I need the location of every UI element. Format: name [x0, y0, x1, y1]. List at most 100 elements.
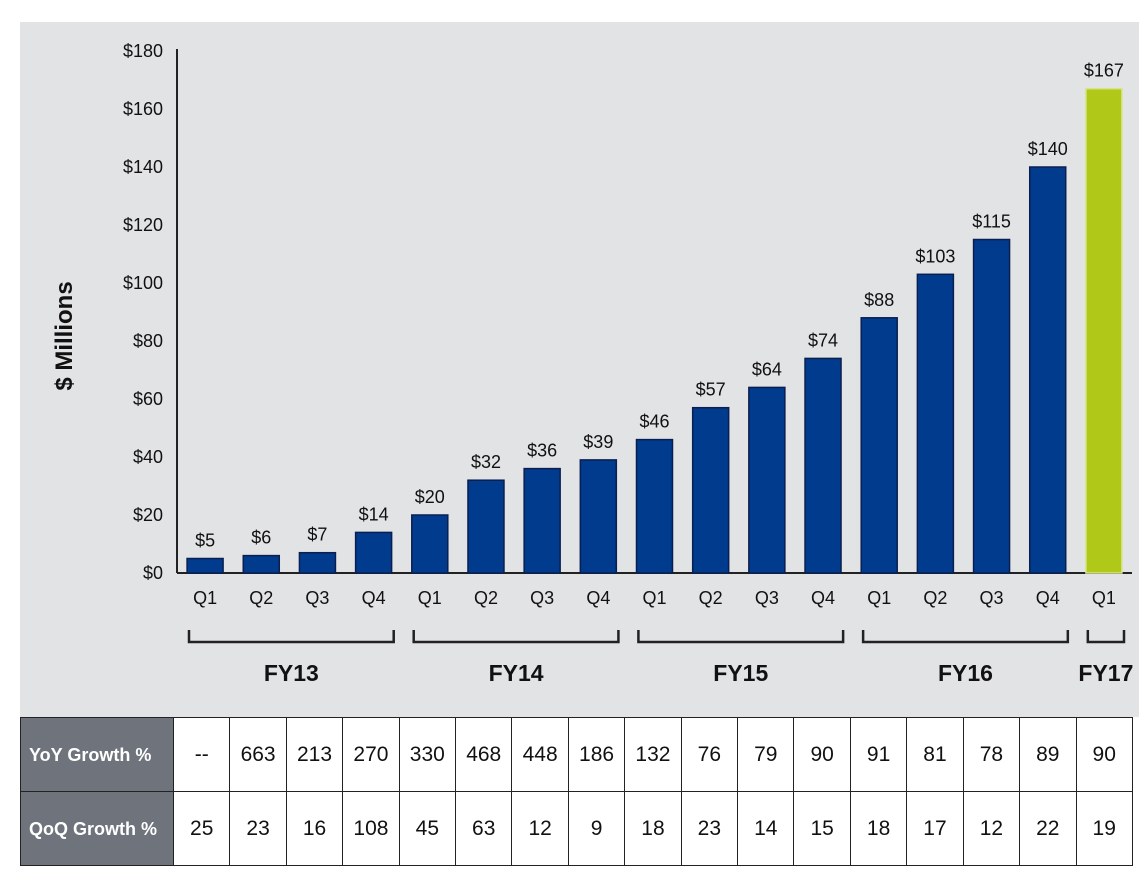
bar [186, 557, 224, 574]
table-cell: 9 [567, 791, 626, 866]
bar [242, 554, 281, 574]
table-cell: 448 [511, 717, 569, 792]
table-cell: 270 [342, 717, 400, 792]
bar [1028, 166, 1067, 574]
table-cell: 25 [172, 791, 231, 866]
bar-value-label: $103 [915, 246, 955, 266]
table-cell: 12 [962, 791, 1021, 866]
y-axis-label: $ Millions [51, 281, 78, 390]
quarter-label: Q1 [418, 588, 442, 608]
fiscal-year-bracket [861, 630, 1070, 644]
bar [635, 438, 674, 574]
bars [186, 87, 1123, 574]
bar-value-label: $7 [307, 525, 327, 545]
bar-value-label: $6 [251, 528, 271, 548]
quarter-label: Q1 [642, 588, 666, 608]
y-tick-label: $140 [123, 157, 163, 177]
bar-value-label: $32 [471, 452, 501, 472]
table-cell: -- [172, 717, 231, 792]
quarter-label: Q3 [755, 588, 779, 608]
bar [354, 531, 393, 574]
bar [691, 406, 730, 574]
table-cell: 23 [680, 791, 739, 866]
table-cell: 90 [1075, 717, 1133, 792]
table-cell: 15 [793, 791, 851, 866]
bar-value-label: $46 [639, 412, 669, 432]
chart-panel: $ Millions $0 $20 $40 $60 $80 $100 $120 $140 $16… [20, 22, 1139, 717]
y-tick-label: $60 [133, 389, 163, 409]
bar-value-label: $39 [583, 432, 613, 452]
bar-value-label: $115 [972, 212, 1011, 232]
table-cell: 14 [737, 791, 795, 866]
quarter-label: Q1 [1092, 588, 1116, 608]
y-tick-label: $160 [123, 99, 163, 119]
table-cell: 79 [737, 717, 795, 792]
quarter-label: Q2 [249, 588, 273, 608]
quarter-label: Q3 [305, 588, 329, 608]
quarter-label: Q1 [867, 588, 891, 608]
fiscal-year-bracket [412, 630, 620, 644]
fiscal-year-bracket [1086, 630, 1126, 644]
bar-value-label: $36 [527, 441, 557, 461]
table-cell: 19 [1075, 791, 1133, 866]
bar [1085, 87, 1123, 574]
y-tick-label: $40 [133, 447, 163, 467]
fiscal-year-label: FY14 [489, 660, 544, 686]
table-cell: 213 [285, 717, 344, 792]
table-cell: 186 [567, 717, 626, 792]
bar-value-label: $140 [1028, 139, 1068, 159]
table-cell: 132 [624, 717, 682, 792]
bar [748, 386, 786, 574]
quarter-label: Q1 [193, 588, 217, 608]
fiscal-year-brackets: FY13 FY14 FY15 FY16 FY17 [187, 630, 1133, 686]
growth-table: YoY Growth % -- 663 213 270 330 468 448 186 132 76… [20, 717, 1133, 866]
table-cell: 81 [906, 717, 964, 792]
fiscal-year-bracket [187, 630, 395, 644]
bar [467, 479, 505, 574]
quarter-label: Q4 [362, 588, 386, 608]
table-cell: 12 [511, 791, 569, 866]
bar [579, 459, 618, 574]
y-tick-label: $20 [133, 505, 163, 525]
table-cell: 63 [455, 791, 513, 866]
bar [523, 467, 561, 574]
y-tick-label: $120 [123, 215, 163, 235]
fiscal-year-label: FY15 [713, 660, 768, 686]
row-header: YoY Growth % [20, 717, 174, 792]
table-cell: 45 [398, 791, 457, 866]
bar-value-label: $57 [696, 380, 726, 400]
revenue-bar-chart: $ Millions $0 $20 $40 $60 $80 $100 $120 $140 $16… [51, 41, 1133, 686]
y-tick-label: $0 [143, 563, 163, 583]
table-cell: 76 [680, 717, 739, 792]
fiscal-year-label: FY17 [1078, 660, 1133, 686]
table-cell: 91 [849, 717, 908, 792]
table-cell: 16 [285, 791, 344, 866]
y-tick-label: $100 [123, 273, 163, 293]
quarter-label: Q4 [586, 588, 610, 608]
table-cell: 90 [793, 717, 851, 792]
bar [916, 273, 955, 574]
quarter-label: Q2 [923, 588, 947, 608]
table-cell: 22 [1019, 791, 1077, 866]
quarter-label: Q3 [980, 588, 1004, 608]
quarter-label: Q3 [530, 588, 554, 608]
bar [972, 238, 1011, 574]
y-axis-ticks: $0 $20 $40 $60 $80 $100 $120 $140 $160 $180 [123, 41, 163, 583]
quarter-label: Q4 [1036, 588, 1060, 608]
table-row: YoY Growth % -- 663 213 270 330 468 448 186 132 76… [20, 717, 1133, 792]
bar-value-label: $20 [415, 487, 445, 507]
row-header: QoQ Growth % [20, 791, 174, 866]
fiscal-year-label: FY16 [938, 660, 993, 686]
table-cell: 17 [906, 791, 964, 866]
table-cell: 18 [624, 791, 682, 866]
quarter-labels: Q1 Q2 Q3 Q4 Q1 Q2 Q3 Q4 Q1 Q2 Q3 Q4 Q1 Q2 Q3 Q4 Q1 [193, 588, 1116, 608]
bar-value-label: $167 [1084, 61, 1124, 81]
table-cell: 330 [398, 717, 457, 792]
bar-value-label: $5 [195, 531, 215, 551]
quarter-label: Q4 [811, 588, 835, 608]
table-cell: 108 [342, 791, 400, 866]
bar [411, 514, 449, 574]
table-cell: 468 [455, 717, 513, 792]
fiscal-year-label: FY13 [264, 660, 319, 686]
bar [860, 317, 898, 574]
